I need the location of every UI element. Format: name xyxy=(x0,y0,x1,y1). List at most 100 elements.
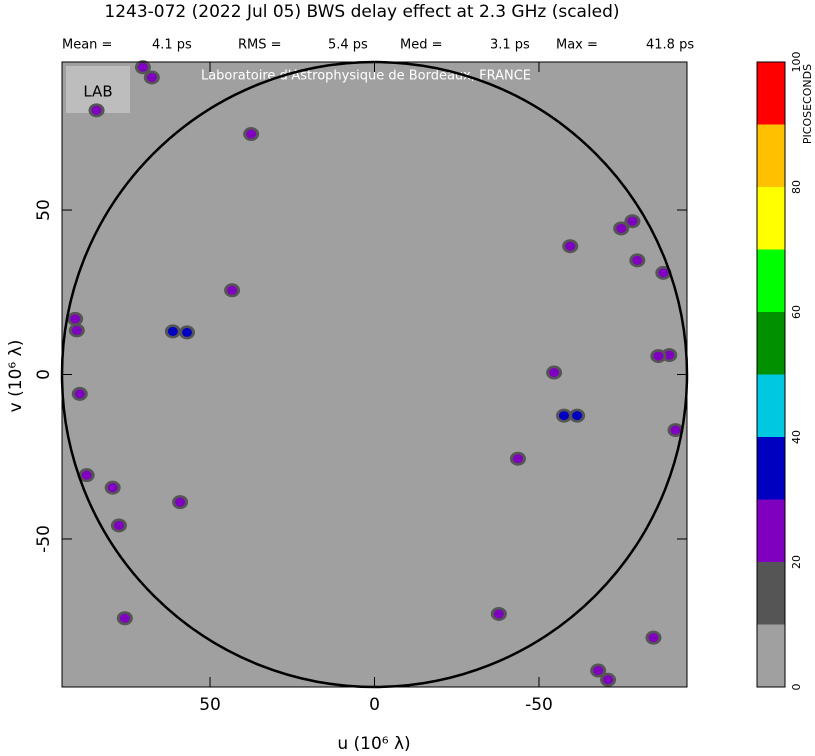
uv-point xyxy=(645,630,662,645)
colorbar-swatch xyxy=(757,437,785,500)
colorbar-tick-label: 20 xyxy=(790,555,803,569)
uv-point xyxy=(562,239,579,254)
uv-point xyxy=(600,672,617,687)
y-tick-label: 50 xyxy=(34,199,54,221)
point-core xyxy=(107,483,118,493)
point-core xyxy=(593,666,604,676)
point-core xyxy=(137,62,148,72)
credit: Laboratoire d'Astrophysique de Bordeaux,… xyxy=(201,69,531,84)
y-tick-label: 0 xyxy=(34,369,54,380)
uv-point xyxy=(172,495,189,510)
point-core xyxy=(146,72,157,82)
colorbar-swatch xyxy=(757,249,785,312)
point-core xyxy=(246,129,257,139)
uv-point xyxy=(655,265,672,280)
uv-point xyxy=(613,221,630,236)
point-core xyxy=(113,520,124,530)
point-core xyxy=(653,351,664,361)
stat-label: Med = xyxy=(400,38,443,53)
uv-point xyxy=(164,324,181,339)
uv-point xyxy=(78,468,95,483)
point-core xyxy=(493,609,504,619)
uv-point xyxy=(110,518,127,533)
colorbar-swatch xyxy=(757,624,785,687)
uv-point xyxy=(88,103,105,118)
colorbar-tick-label: 40 xyxy=(790,430,803,444)
colorbar-tick-label: 60 xyxy=(790,305,803,319)
colorbar-tick-label: 100 xyxy=(790,52,803,73)
uv-point xyxy=(555,408,572,423)
point-core xyxy=(603,675,614,685)
uv-point xyxy=(590,663,607,678)
stat-label: Mean = xyxy=(62,38,112,53)
colorbar-label: PICOSECONDS xyxy=(801,64,814,144)
point-core xyxy=(167,326,178,336)
point-core xyxy=(70,314,81,324)
uv-point xyxy=(569,408,586,423)
point-core xyxy=(565,241,576,251)
stat-value: 5.4 ps xyxy=(328,38,368,53)
point-core xyxy=(572,411,583,421)
stat-value: 41.8 ps xyxy=(646,38,694,53)
point-core xyxy=(227,285,238,295)
stat-label: Max = xyxy=(556,38,598,53)
point-core xyxy=(182,327,192,337)
x-tick-label: 50 xyxy=(199,695,221,715)
uv-point xyxy=(104,480,121,495)
uv-point xyxy=(243,127,260,142)
colorbar-swatch xyxy=(757,62,785,125)
stat-value: 3.1 ps xyxy=(490,38,530,53)
point-core xyxy=(632,255,643,265)
x-axis-label: u (10⁶ λ) xyxy=(337,734,410,754)
uv-point xyxy=(179,325,195,340)
uv-point xyxy=(71,386,88,401)
colorbar-swatch xyxy=(757,562,785,625)
colorbar-frame xyxy=(756,61,786,688)
point-core xyxy=(664,350,675,360)
uv-point xyxy=(224,283,241,298)
uv-point xyxy=(116,611,133,626)
point-core xyxy=(74,389,85,399)
uv-point xyxy=(509,451,526,466)
uv-point xyxy=(67,311,84,326)
y-axis-label: v (10⁶ λ) xyxy=(6,340,26,413)
stat-label: RMS = xyxy=(238,38,282,53)
point-core xyxy=(616,223,627,233)
colorbar-tick-label: 0 xyxy=(790,684,803,691)
stat-value: 4.1 ps xyxy=(152,38,192,53)
point-core xyxy=(512,454,523,464)
point-core xyxy=(558,411,569,421)
uv-point xyxy=(143,70,160,85)
point-core xyxy=(670,425,681,435)
point-core xyxy=(175,497,186,507)
point-core xyxy=(119,613,130,623)
colorbar-swatch xyxy=(757,374,785,437)
uv-point xyxy=(68,323,85,338)
uv-point xyxy=(134,60,151,75)
logo: LAB xyxy=(83,83,112,101)
point-core xyxy=(627,216,638,226)
uv-point xyxy=(624,214,641,229)
x-tick-label: -50 xyxy=(525,695,553,715)
uv-point xyxy=(629,253,646,268)
point-core xyxy=(648,633,659,643)
colorbar-swatch xyxy=(757,312,785,375)
point-core xyxy=(71,325,82,335)
plot-area xyxy=(62,62,687,687)
point-core xyxy=(91,105,102,115)
uv-point xyxy=(546,365,563,380)
colorbar-tick-label: 80 xyxy=(790,180,803,194)
uv-point xyxy=(667,423,684,438)
point-core xyxy=(549,368,560,378)
uv-point xyxy=(650,349,667,364)
point-core xyxy=(81,470,92,480)
uv-point xyxy=(490,606,507,621)
x-tick-label: 0 xyxy=(369,695,380,715)
colorbar-swatch xyxy=(757,187,785,250)
point-core xyxy=(658,268,669,278)
chart-title: 1243-072 (2022 Jul 05) BWS delay effect … xyxy=(104,2,619,22)
colorbar-swatch xyxy=(757,499,785,562)
colorbar-swatch xyxy=(757,124,785,187)
y-tick-label: -50 xyxy=(34,525,54,553)
